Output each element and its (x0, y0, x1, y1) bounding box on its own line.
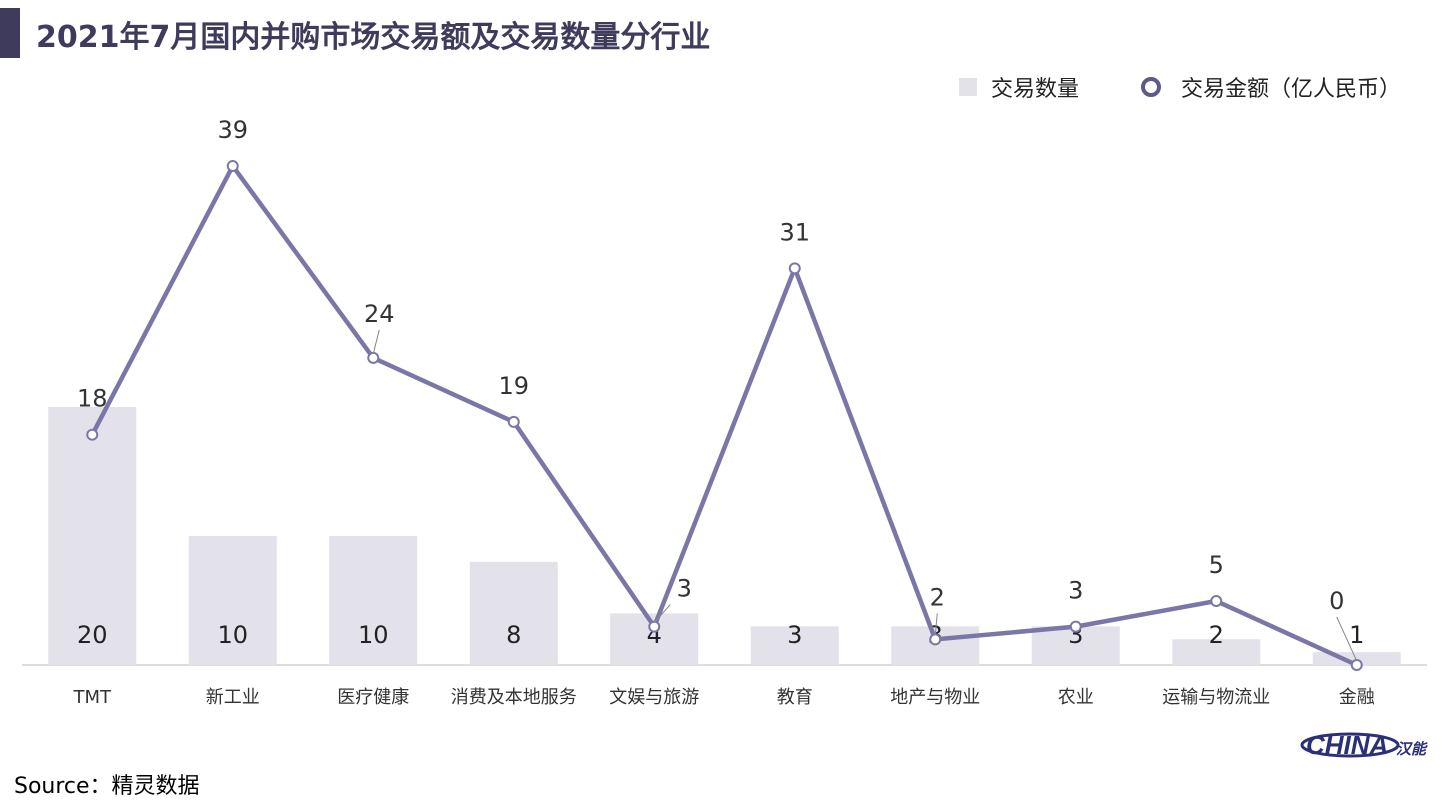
legend-bar-swatch (958, 78, 977, 96)
line-label-leader-6 (934, 613, 938, 636)
line-label-3: 19 (498, 372, 529, 400)
legend-line-label: 交易金额（亿人民币） (1180, 77, 1401, 102)
svg-text:汉能: 汉能 (1396, 740, 1428, 758)
bar-2 (329, 536, 418, 665)
chart-title: 2021年7月国内并购市场交易额及交易数量分行业 (36, 20, 711, 55)
category-label-8: 运输与物流业 (1162, 687, 1270, 708)
legend: 交易数量 交易金额（亿人民币） (897, 72, 1401, 102)
line-point-5 (788, 262, 801, 275)
bar-label-9: 1 (1349, 621, 1364, 649)
line-label-8: 5 (1209, 551, 1224, 579)
category-label-2: 医疗健康 (337, 687, 409, 708)
source-note: Source：精灵数据 (14, 774, 200, 799)
bar-label-0: 20 (77, 621, 108, 649)
legend-item-line: 交易金额（亿人民币） (1140, 71, 1401, 103)
line-label-6: 2 (930, 583, 945, 611)
line-point-4 (648, 620, 661, 633)
bar-label-1: 10 (217, 621, 248, 649)
category-label-7: 农业 (1058, 687, 1094, 708)
svg-text:CHINA: CHINA (1306, 730, 1388, 760)
category-label-6: 地产与物业 (890, 687, 980, 708)
category-label-5: 教育 (777, 687, 813, 708)
line-point-7 (1069, 620, 1082, 633)
line-label-leader-9 (1336, 616, 1358, 662)
line-label-1: 39 (217, 116, 248, 144)
line-label-leader-2 (372, 329, 380, 355)
bar-5 (750, 626, 839, 665)
bar-7 (1031, 626, 1120, 665)
category-label-0: TMT (72, 687, 112, 708)
line-point-1 (226, 160, 239, 172)
bar-label-8: 2 (1209, 621, 1224, 649)
line-point-9 (1350, 659, 1363, 671)
title-accent-bar (0, 8, 20, 58)
bar-3 (469, 561, 558, 665)
line-point-2 (367, 351, 380, 364)
line-label-2: 24 (364, 300, 395, 328)
legend-item-bar: 交易数量 (958, 71, 1079, 103)
legend-bar-label: 交易数量 (990, 77, 1079, 102)
line-point-6 (929, 633, 942, 646)
line-label-5: 31 (779, 218, 810, 246)
bar-label-2: 10 (358, 621, 389, 649)
line-series (90, 163, 1358, 668)
bar-label-3: 8 (506, 621, 521, 649)
category-label-3: 消费及本地服务 (451, 687, 577, 708)
bar-0 (48, 407, 137, 665)
line-point-3 (507, 415, 520, 428)
line-point-8 (1210, 595, 1223, 608)
category-label-9: 金融 (1339, 687, 1375, 708)
bar-8 (1172, 639, 1261, 665)
category-label-4: 文娱与旅游 (609, 687, 699, 708)
legend-line-swatch (1140, 77, 1161, 97)
line-label-0: 18 (77, 385, 108, 413)
bar-1 (188, 536, 277, 665)
category-label-1: 新工业 (206, 687, 260, 708)
line-label-7: 3 (1068, 577, 1083, 605)
line-label-9: 0 (1329, 587, 1344, 615)
line-point-0 (86, 428, 99, 441)
line-label-leader-4 (653, 604, 671, 623)
china-logo: CHINA 汉能 (1300, 730, 1428, 760)
bar-label-5: 3 (787, 621, 802, 649)
line-label-4: 3 (677, 575, 692, 603)
